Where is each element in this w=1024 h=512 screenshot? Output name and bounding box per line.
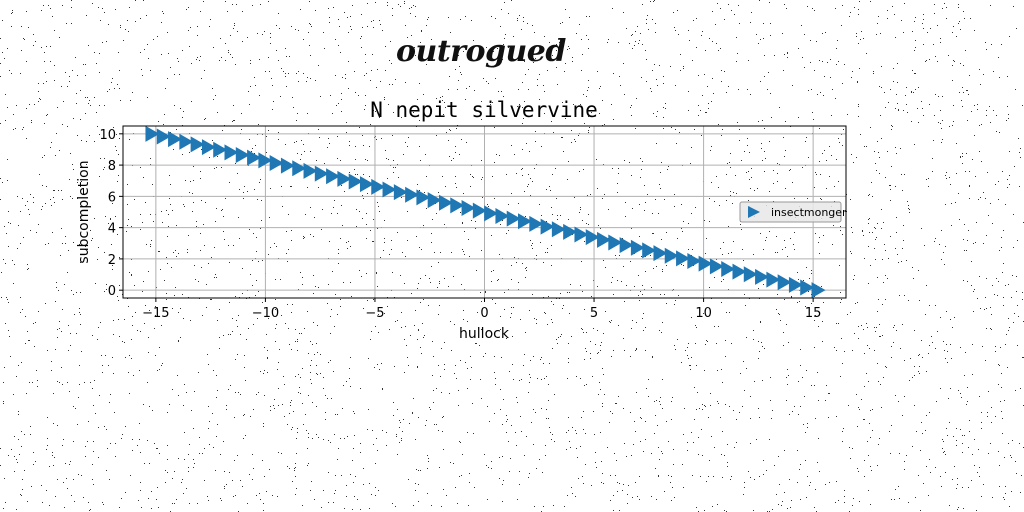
data-point <box>777 274 792 291</box>
data-point <box>269 154 284 171</box>
data-point <box>811 282 826 299</box>
x-axis-ticks: −15 −10 −5 0 5 10 15 <box>142 298 821 321</box>
x-tick-label: −5 <box>365 306 384 321</box>
data-point <box>743 266 758 283</box>
y-axis-label: subcompletion <box>76 160 92 263</box>
data-point <box>732 263 747 280</box>
data-point <box>438 194 453 211</box>
data-point <box>721 260 736 277</box>
legend-label: insectmonger <box>771 206 847 219</box>
y-tick-label: 8 <box>108 159 116 174</box>
data-point <box>563 223 578 240</box>
data-point <box>484 205 499 222</box>
data-point <box>687 253 702 270</box>
chart-title: N nepit silvervine <box>370 98 598 122</box>
data-point <box>506 210 521 227</box>
data-point <box>156 128 171 145</box>
data-markers <box>145 125 826 299</box>
y-tick-label: 10 <box>99 128 116 143</box>
data-point <box>292 160 307 177</box>
data-point <box>314 165 329 182</box>
data-point <box>405 186 420 203</box>
data-point <box>472 202 487 219</box>
data-point <box>427 192 442 209</box>
data-point <box>495 207 510 224</box>
data-point <box>359 176 374 193</box>
x-tick-label: −15 <box>142 306 169 321</box>
data-point <box>529 215 544 232</box>
legend: insectmonger <box>739 201 847 223</box>
data-point <box>630 239 645 256</box>
data-point <box>597 231 612 248</box>
x-tick-label: −10 <box>252 306 279 321</box>
data-point <box>788 276 803 293</box>
x-tick-label: 15 <box>805 306 822 321</box>
data-point <box>585 229 600 246</box>
data-point <box>382 181 397 198</box>
data-point <box>608 234 623 251</box>
data-point <box>664 247 679 264</box>
data-point <box>190 136 205 153</box>
data-point <box>698 255 713 272</box>
data-point <box>168 131 183 148</box>
data-point <box>145 125 160 142</box>
data-point <box>619 237 634 254</box>
x-tick-label: 5 <box>590 306 598 321</box>
y-tick-label: 4 <box>108 222 116 237</box>
data-point <box>653 245 668 262</box>
data-point <box>326 168 341 185</box>
x-axis-label: hullock <box>459 326 510 342</box>
legend-marker <box>748 206 760 218</box>
grid-lines <box>123 126 846 298</box>
data-point <box>800 279 815 296</box>
data-point <box>540 218 555 235</box>
data-point <box>676 250 691 267</box>
x-tick-label: 10 <box>695 306 712 321</box>
y-axis-ticks: 0 2 4 6 8 10 <box>99 128 123 299</box>
data-point <box>371 178 386 195</box>
data-point <box>551 221 566 238</box>
data-point <box>461 200 476 217</box>
y-tick-label: 6 <box>108 190 116 205</box>
data-point <box>348 173 363 190</box>
data-point <box>280 157 295 174</box>
data-point <box>393 184 408 201</box>
logo-wordmark: outrogued <box>396 34 566 69</box>
data-point <box>642 242 657 259</box>
legend-box <box>739 201 842 223</box>
data-point <box>303 162 318 179</box>
data-point <box>258 152 273 169</box>
data-point <box>518 213 533 230</box>
data-point <box>450 197 465 214</box>
data-point <box>247 149 262 166</box>
y-tick-label: 2 <box>108 253 116 268</box>
data-point <box>709 258 724 275</box>
data-point <box>766 271 781 288</box>
data-point <box>574 226 589 243</box>
data-point <box>213 141 228 158</box>
data-point <box>235 147 250 164</box>
data-point <box>179 133 194 150</box>
x-tick-label: 0 <box>480 306 488 321</box>
data-point <box>201 139 216 156</box>
data-point <box>755 268 770 285</box>
y-tick-label: 0 <box>108 284 116 299</box>
data-point <box>224 144 239 161</box>
data-point <box>337 170 352 187</box>
data-point <box>416 189 431 206</box>
